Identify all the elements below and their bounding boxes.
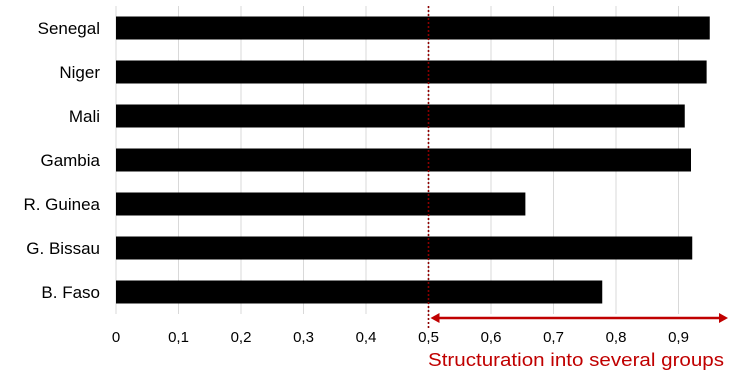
- arrow-head-left: [430, 313, 440, 323]
- x-tick-label: 0,2: [231, 329, 252, 346]
- bars: [116, 16, 710, 304]
- category-label: Gambia: [40, 151, 100, 170]
- bar: [116, 60, 707, 84]
- x-tick-label: 0,3: [293, 329, 314, 346]
- x-tick-label: 0,4: [356, 329, 377, 346]
- x-tick-label: 0,8: [606, 329, 627, 346]
- annotation-label: Structuration into several groups: [428, 350, 724, 370]
- bar: [116, 236, 693, 260]
- x-tick-label: 0,6: [481, 329, 502, 346]
- bar: [116, 16, 710, 40]
- category-label: Senegal: [38, 19, 100, 38]
- x-tick-label: 0,9: [668, 329, 689, 346]
- bar: [116, 104, 685, 128]
- x-tick-label: 0,5: [418, 329, 439, 346]
- x-tick-label: 0,7: [543, 329, 564, 346]
- x-tick-labels: 0 0,1 0,2 0,3 0,4 0,5 0,6 0,7 0,8 0,9: [112, 329, 689, 346]
- bar: [116, 192, 526, 216]
- x-tick-label: 0: [112, 329, 120, 346]
- category-label: Niger: [59, 63, 100, 82]
- arrow-head-right: [719, 313, 728, 323]
- annotation-arrow: [430, 313, 728, 323]
- category-label: R. Guinea: [23, 195, 100, 214]
- category-label: G. Bissau: [26, 239, 100, 258]
- category-label: B. Faso: [41, 283, 100, 302]
- bar: [116, 280, 603, 304]
- x-tick-label: 0,1: [168, 329, 189, 346]
- bar: [116, 148, 691, 172]
- category-labels: Senegal Niger Mali Gambia R. Guinea G. Bissau…: [23, 19, 100, 302]
- category-label: Mali: [69, 107, 100, 126]
